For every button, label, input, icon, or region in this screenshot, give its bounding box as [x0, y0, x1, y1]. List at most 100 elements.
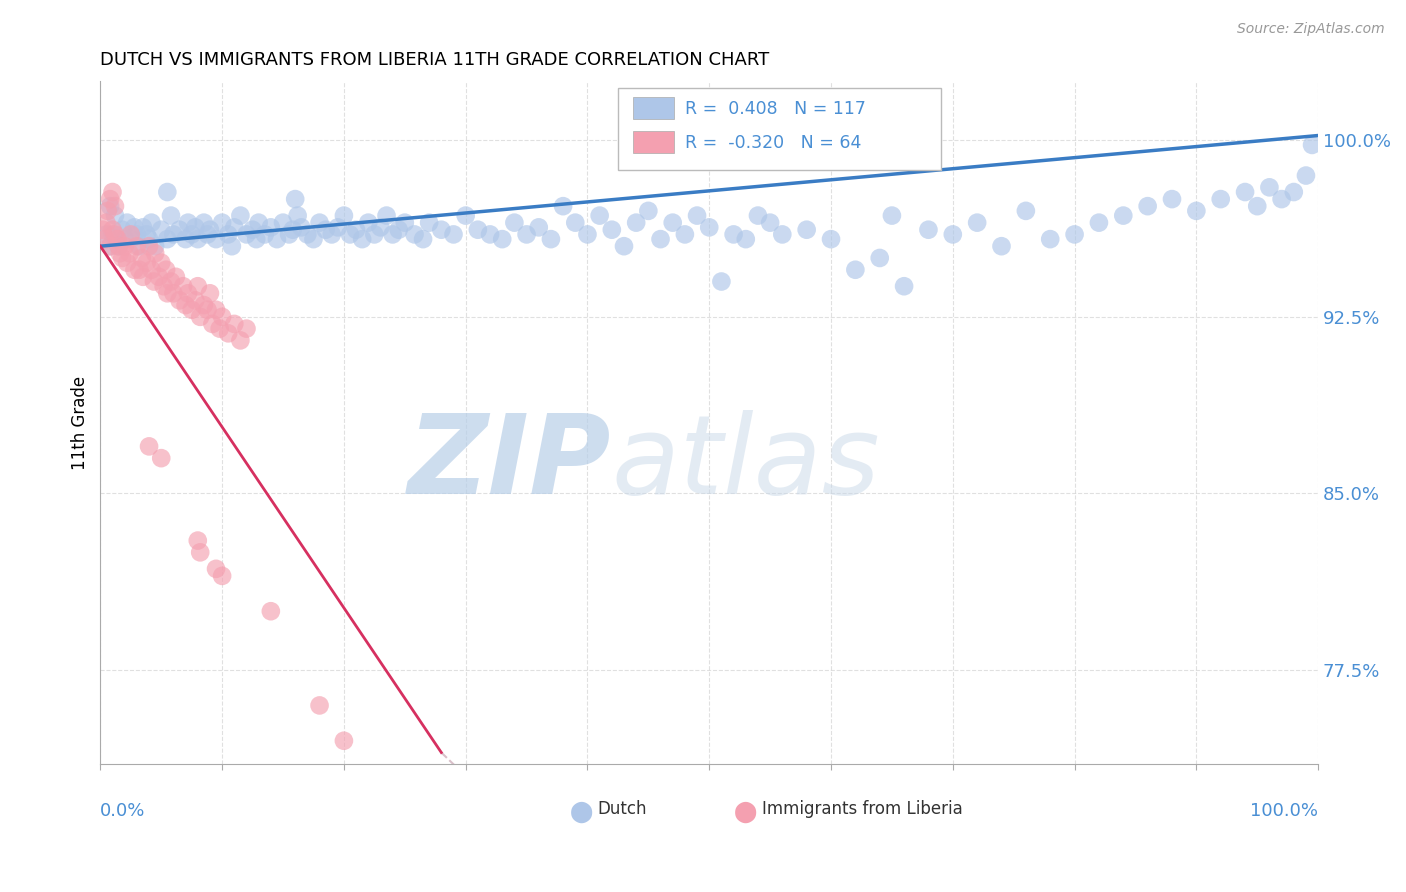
Point [217, 227, 239, 242]
Point [308, 698, 330, 713]
Point [162, 286, 184, 301]
Point [94, 232, 117, 246]
Text: R =  -0.320   N = 64: R = -0.320 N = 64 [685, 134, 862, 152]
Point [352, 232, 374, 246]
Point [315, 223, 337, 237]
Point [339, 227, 361, 242]
Point [454, 209, 477, 223]
Point [624, 216, 647, 230]
Text: R =  0.408   N = 117: R = 0.408 N = 117 [685, 100, 866, 118]
Point [247, 216, 270, 230]
Point [917, 223, 939, 237]
Point [125, 239, 148, 253]
Point [245, 232, 267, 246]
Point [155, 262, 177, 277]
Point [540, 232, 562, 246]
Point [381, 227, 404, 242]
Point [138, 439, 160, 453]
Point [98, 239, 121, 253]
Point [990, 239, 1012, 253]
Text: Immigrants from Liberia: Immigrants from Liberia [762, 800, 962, 818]
Point [107, 239, 129, 253]
Text: Source: ZipAtlas.com: Source: ZipAtlas.com [1237, 22, 1385, 37]
Point [747, 209, 769, 223]
Point [412, 232, 434, 246]
Point [576, 227, 599, 242]
Text: 100.0%: 100.0% [1250, 802, 1319, 820]
Point [197, 302, 219, 317]
Point [697, 220, 720, 235]
Point [1258, 180, 1281, 194]
Point [128, 239, 150, 253]
Point [224, 317, 246, 331]
Point [844, 262, 866, 277]
Point [333, 733, 356, 747]
Point [174, 298, 197, 312]
Point [553, 199, 575, 213]
Point [120, 227, 142, 242]
Point [759, 216, 782, 230]
Point [443, 227, 465, 242]
Point [160, 209, 183, 223]
Point [148, 269, 170, 284]
Point [253, 227, 276, 242]
Point [105, 232, 128, 246]
Point [114, 239, 136, 253]
Point [180, 227, 202, 242]
Point [160, 275, 183, 289]
Point [114, 232, 136, 246]
Point [205, 562, 228, 576]
Point [205, 302, 228, 317]
Point [503, 216, 526, 230]
Point [271, 216, 294, 230]
Point [564, 216, 586, 230]
Point [128, 262, 150, 277]
Point [124, 220, 146, 235]
Point [141, 262, 163, 277]
Point [107, 239, 129, 253]
Point [96, 216, 118, 230]
Point [820, 232, 842, 246]
Point [169, 293, 191, 308]
Text: atlas: atlas [612, 410, 880, 517]
Point [141, 216, 163, 230]
Point [637, 203, 659, 218]
Point [1136, 199, 1159, 213]
Point [686, 209, 709, 223]
Point [1282, 185, 1305, 199]
Point [224, 220, 246, 235]
Point [193, 298, 215, 312]
Point [169, 223, 191, 237]
Point [152, 279, 174, 293]
Point [278, 227, 301, 242]
Point [132, 220, 155, 235]
Point [260, 220, 283, 235]
FancyBboxPatch shape [617, 88, 941, 170]
Point [770, 227, 793, 242]
Point [242, 223, 264, 237]
Point [211, 216, 233, 230]
Point [98, 192, 121, 206]
Point [184, 220, 207, 235]
Point [430, 223, 453, 237]
Point [143, 246, 166, 260]
Point [1112, 209, 1135, 223]
Point [156, 185, 179, 199]
Point [326, 220, 349, 235]
Point [1063, 227, 1085, 242]
Point [297, 227, 319, 242]
Point [132, 269, 155, 284]
Point [1039, 232, 1062, 246]
Point [588, 209, 610, 223]
Point [375, 209, 398, 223]
Point [710, 275, 733, 289]
Point [115, 216, 138, 230]
Text: 0.0%: 0.0% [100, 802, 146, 820]
Point [370, 220, 392, 235]
Point [177, 216, 200, 230]
Point [357, 216, 380, 230]
Point [162, 227, 184, 242]
Point [1271, 192, 1294, 206]
Point [308, 216, 330, 230]
Point [893, 279, 915, 293]
